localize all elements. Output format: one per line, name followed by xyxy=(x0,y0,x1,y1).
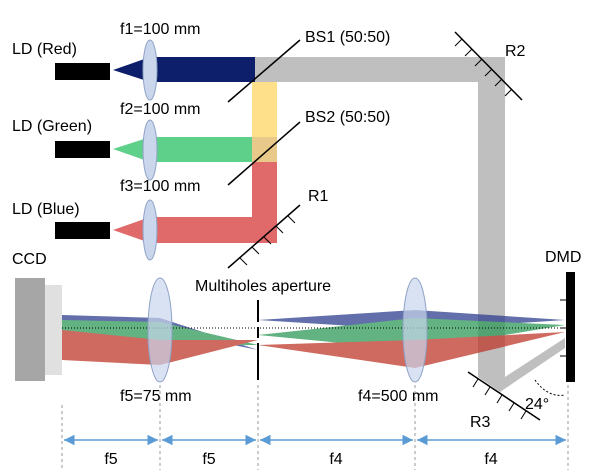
aperture-label: Multiholes aperture xyxy=(195,278,331,295)
ccd-sensor xyxy=(45,285,62,375)
laser xyxy=(55,222,110,239)
distance-label: f5 xyxy=(104,451,117,468)
lens-label: f1=100 mm xyxy=(120,21,200,38)
dmd-label: DMD xyxy=(545,249,581,266)
bs-label: BS1 (50:50) xyxy=(305,29,390,46)
green-beam xyxy=(113,137,252,162)
ccd-body xyxy=(15,278,45,381)
distance-label: f4 xyxy=(329,451,342,468)
dimension-lines xyxy=(61,385,569,470)
mirror-hatch xyxy=(239,38,527,420)
lens-label: f5=75 mm xyxy=(120,388,192,405)
pink-up-beam xyxy=(252,137,277,162)
gray-beam xyxy=(255,57,565,392)
optics-lines xyxy=(227,31,541,421)
angle-label: 24° xyxy=(525,396,549,413)
lens-label: f3=100 mm xyxy=(120,178,200,195)
dmd xyxy=(566,272,575,382)
mirror-label: R2 xyxy=(505,43,526,60)
laser-label: LD (Red) xyxy=(12,41,77,58)
lens-label: f2=100 mm xyxy=(120,101,200,118)
mirror-label: R1 xyxy=(308,188,329,205)
distance-label: f5 xyxy=(202,451,215,468)
red-beam xyxy=(113,57,255,82)
lenses xyxy=(142,39,428,383)
mirror-label: R3 xyxy=(470,414,491,431)
bs-beam xyxy=(252,82,277,137)
angle-arc xyxy=(534,379,566,396)
bs-label: BS2 (50:50) xyxy=(305,109,390,126)
lens-label: f4=500 mm xyxy=(358,388,438,405)
blue-beam xyxy=(113,162,277,243)
laser-label: LD (Blue) xyxy=(12,201,80,218)
ccd-label: CCD xyxy=(12,251,47,268)
laser xyxy=(55,63,110,80)
distance-label: f4 xyxy=(484,451,497,468)
dmd-ticks xyxy=(560,299,566,357)
laser-label: LD (Green) xyxy=(12,118,92,135)
laser xyxy=(55,141,110,158)
